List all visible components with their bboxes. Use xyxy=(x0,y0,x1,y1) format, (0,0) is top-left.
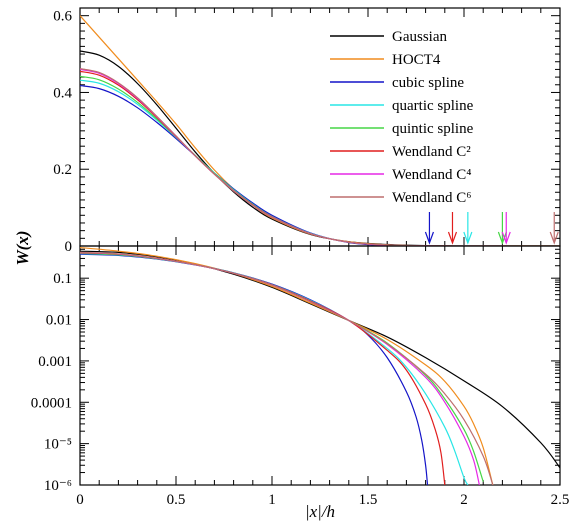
legend-item: Wendland C² xyxy=(330,144,471,160)
legend-item: quartic spline xyxy=(330,98,474,114)
cutoff-arrow xyxy=(424,212,435,245)
bottom-y-tick-label: 0.01 xyxy=(46,313,72,329)
legend-label: Wendland C⁶ xyxy=(392,190,471,206)
top-curve-hoct4 xyxy=(80,15,560,246)
legend-label: HOCT4 xyxy=(392,52,441,68)
bottom-y-tick-label: 0.001 xyxy=(38,354,72,370)
bottom-curve-cubic-spline xyxy=(80,253,429,485)
bottom-y-tick-label: 10⁻⁶ xyxy=(44,478,72,494)
legend-item: Wendland C⁴ xyxy=(330,167,471,183)
top-y-tick-label: 0.2 xyxy=(53,162,72,178)
legend-item: Wendland C⁶ xyxy=(330,190,471,206)
cutoff-arrow xyxy=(447,212,458,245)
bottom-y-tick-label: 0.0001 xyxy=(31,395,72,411)
x-tick-label: 1.5 xyxy=(359,492,378,508)
bottom-curve-wendland-c xyxy=(80,251,494,485)
x-tick-label: 0 xyxy=(76,492,84,508)
legend-item: cubic spline xyxy=(330,75,464,91)
x-tick-label: 1 xyxy=(268,492,276,508)
top-panel: 0 0.2 0.4 0.6 xyxy=(53,7,561,255)
legend-label: quintic spline xyxy=(392,121,474,137)
top-panel-frame xyxy=(79,7,561,247)
legend: Gaussian HOCT4 cubic spline quartic spline q… xyxy=(330,29,474,206)
top-y-tick-label: 0.6 xyxy=(53,9,72,25)
cutoff-arrow xyxy=(549,212,559,245)
legend-label: Wendland C² xyxy=(392,144,471,160)
top-curve-cubic-spline xyxy=(80,84,431,246)
top-curve-wendland-c xyxy=(80,68,560,246)
legend-item: HOCT4 xyxy=(330,52,441,68)
bottom-y-tick-label: 0.1 xyxy=(53,271,72,287)
bottom-panel: 0 0.5 1 1.5 2 2.5 0.1 0.01 0.001 0.0001 10⁻⁵ 10⁻⁶ xyxy=(31,245,570,508)
legend-label: Wendland C⁴ xyxy=(392,167,471,183)
x-tick-label: 0.5 xyxy=(167,492,186,508)
legend-label: cubic spline xyxy=(392,75,464,91)
y-axis-label: W(x) xyxy=(13,231,32,266)
legend-item: quintic spline xyxy=(330,121,474,137)
cutoff-arrow xyxy=(501,212,511,245)
bottom-curve-gaussian xyxy=(80,250,560,469)
x-axis-label: |x|/h xyxy=(305,502,335,521)
x-tick-label: 2.5 xyxy=(551,492,570,508)
legend-label: Gaussian xyxy=(392,29,447,45)
bottom-panel-frame xyxy=(79,245,561,486)
legend-label: quartic spline xyxy=(392,98,474,114)
top-y-tick-label: 0 xyxy=(65,239,73,255)
bottom-y-tick-label: 10⁻⁵ xyxy=(44,437,72,453)
bottom-curve-hoct4 xyxy=(80,246,494,485)
cutoff-arrow xyxy=(463,212,473,245)
legend-item: Gaussian xyxy=(330,29,447,45)
x-tick-label: 2 xyxy=(460,492,468,508)
cutoff-arrow xyxy=(497,212,507,245)
top-y-tick-label: 0.4 xyxy=(53,85,72,101)
bottom-curve-wendland-c xyxy=(80,252,446,485)
top-curve-gaussian xyxy=(80,50,560,246)
